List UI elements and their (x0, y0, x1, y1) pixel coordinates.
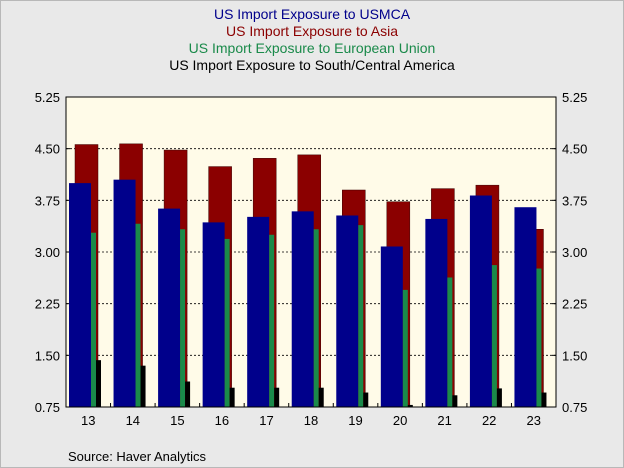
bar-south-central-america (496, 388, 502, 407)
bar-south-central-america (229, 387, 235, 407)
bar-usmca (425, 218, 448, 407)
x-tick-label: 15 (170, 413, 184, 428)
bar-european-union (224, 238, 230, 407)
y-tick-label-left: 4.50 (35, 142, 60, 157)
y-tick-label-left: 5.25 (35, 90, 60, 105)
bar-european-union (180, 229, 186, 407)
y-tick-label-right: 1.50 (562, 348, 587, 363)
y-tick-label-right: 3.75 (562, 193, 587, 208)
x-tick-label: 22 (482, 413, 496, 428)
bar-usmca (291, 211, 314, 407)
bar-south-central-america (318, 387, 324, 407)
y-tick-label-left: 2.25 (35, 297, 60, 312)
bar-south-central-america (452, 395, 458, 407)
x-tick-label: 19 (348, 413, 362, 428)
bar-usmca (202, 222, 225, 407)
plot-border (65, 96, 557, 408)
y-tick-label-left: 3.75 (35, 193, 60, 208)
bar-european-union (402, 289, 408, 407)
x-tick-label: 13 (81, 413, 95, 428)
bar-usmca (336, 215, 359, 407)
legend-entry-south-central-america: US Import Exposure to South/Central Amer… (169, 57, 455, 73)
x-tick-label: 20 (393, 413, 407, 428)
y-tick-label-right: 5.25 (562, 90, 587, 105)
bar-south-central-america (185, 381, 191, 407)
y-tick-label-left: 1.50 (35, 348, 60, 363)
bar-usmca (469, 195, 492, 407)
bar-european-union (358, 225, 364, 407)
bar-european-union (313, 229, 319, 407)
bar-usmca (113, 179, 136, 407)
bar-european-union (447, 277, 453, 407)
y-tick-label-left: 0.75 (35, 400, 60, 415)
legend-entry-asia: US Import Exposure to Asia (226, 23, 398, 39)
bar-south-central-america (96, 360, 101, 407)
x-tick-label: 14 (126, 413, 140, 428)
bar-south-central-america (274, 387, 280, 407)
bar-european-union (269, 234, 275, 407)
bar-european-union (91, 232, 96, 407)
bar-european-union (135, 223, 141, 407)
y-tick-label-right: 3.00 (562, 245, 587, 260)
y-tick-label-right: 4.50 (562, 142, 587, 157)
bar-south-central-america (541, 392, 547, 407)
bar-south-central-america (363, 392, 369, 407)
x-tick-label: 16 (215, 413, 229, 428)
x-tick-label: 18 (304, 413, 318, 428)
bar-usmca (380, 246, 403, 407)
legend-entry-european-union: US Import Exposure to European Union (188, 40, 436, 56)
source-note: Source: Haver Analytics (68, 449, 207, 464)
legend-entry-usmca: US Import Exposure to USMCA (213, 6, 411, 22)
bar-usmca (69, 183, 91, 407)
x-tick-label: 23 (526, 413, 540, 428)
bar-usmca (158, 208, 181, 407)
bar-european-union (491, 265, 497, 407)
bar-usmca (247, 216, 270, 407)
bar-european-union (536, 268, 542, 407)
x-tick-label: 17 (259, 413, 273, 428)
x-tick-label: 21 (437, 413, 451, 428)
y-tick-label-right: 0.75 (562, 400, 587, 415)
bar-usmca (514, 207, 537, 407)
y-tick-label-left: 3.00 (35, 245, 60, 260)
y-tick-label-right: 2.25 (562, 297, 587, 312)
bar-south-central-america (407, 404, 413, 407)
bar-south-central-america (140, 365, 146, 407)
